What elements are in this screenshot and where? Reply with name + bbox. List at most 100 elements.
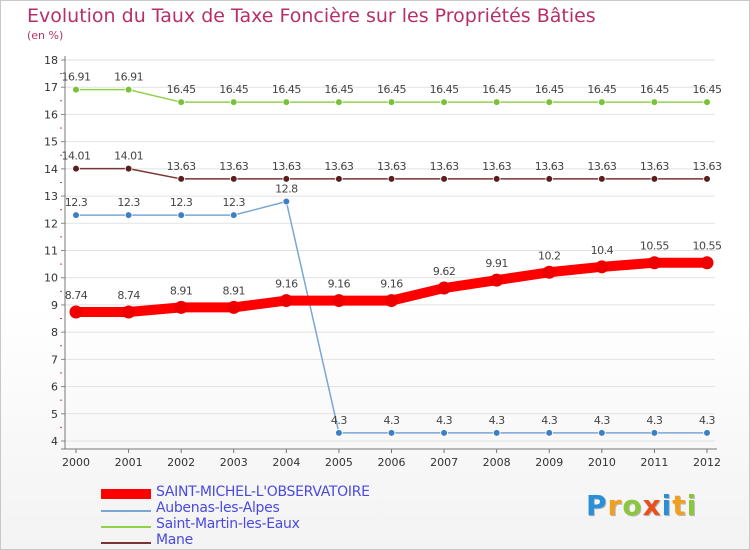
series-point-saint-michel-l-observatoire [700,256,714,270]
y-tick-label-14: 14 [44,163,58,176]
data-label-saint-michel-l-observatoire: 8.91 [170,284,193,297]
proxiti-logo: Proxiti [586,489,697,522]
data-label-mane: 13.63 [640,160,669,173]
series-point-saint-michel-l-observatoire [647,256,661,270]
series-point-saint-michel-l-observatoire [122,305,136,319]
data-label-aubenas-les-alpes: 12.8 [275,183,298,196]
data-label-saint-martin-les-eaux: 16.45 [167,83,196,96]
data-label-saint-martin-les-eaux: 16.45 [535,83,564,96]
series-point-saint-martin-les-eaux [440,98,448,106]
data-label-aubenas-les-alpes: 4.3 [646,414,662,427]
y-tick-label-18: 18 [44,54,58,67]
y-tick-label-5: 5 [51,408,58,421]
series-point-mane [650,175,659,183]
series-point-saint-martin-les-eaux [72,85,80,94]
data-label-mane: 13.63 [693,160,722,173]
data-label-saint-michel-l-observatoire: 9.62 [433,265,456,278]
x-tick-label-2003: 2003 [220,456,248,469]
y-tick-label-8: 8 [51,326,58,339]
data-label-mane: 13.63 [324,160,353,173]
data-label-saint-michel-l-observatoire: 8.91 [223,284,246,297]
series-point-saint-martin-les-eaux [387,98,396,106]
logo-letter: i [661,489,673,522]
series-point-saint-michel-l-observatoire [174,300,188,314]
series-point-mane [177,175,185,183]
data-label-mane: 13.63 [219,160,248,173]
data-label-mane: 14.01 [62,150,91,163]
data-label-mane: 13.63 [587,160,616,173]
y-axis-unit: (en %) [27,29,64,42]
series-point-saint-michel-l-observatoire [595,260,609,274]
legend-label-aubenas: Aubenas-les-Alpes [156,500,280,516]
series-point-saint-martin-les-eaux [335,98,343,106]
data-label-saint-michel-l-observatoire: 8.74 [65,289,88,302]
data-label-saint-martin-les-eaux: 16.45 [482,83,511,96]
series-point-saint-michel-l-observatoire [437,281,451,295]
y-tick-label-4: 4 [51,435,58,448]
data-label-saint-martin-les-eaux: 16.45 [640,83,669,96]
series-point-saint-martin-les-eaux [492,98,501,106]
x-tick-label-2006: 2006 [378,456,406,469]
series-point-saint-michel-l-observatoire [385,294,398,308]
y-tick-label-12: 12 [44,217,58,230]
series-point-mane [282,175,291,183]
data-label-aubenas-les-alpes: 4.3 [541,414,557,427]
logo-letter: P [586,489,608,522]
data-label-aubenas-les-alpes: 12.3 [117,196,140,209]
data-label-aubenas-les-alpes: 4.3 [331,414,347,427]
x-tick-label-2004: 2004 [272,456,300,469]
y-tick-label-7: 7 [51,353,58,366]
y-tick-label-9: 9 [51,299,58,312]
series-point-aubenas-les-alpes [72,211,80,219]
series-point-aubenas-les-alpes [177,211,185,219]
series-point-mane [387,175,396,183]
series-point-saint-martin-les-eaux [229,98,238,106]
data-label-aubenas-les-alpes: 12.3 [223,196,246,209]
x-tick-label-2011: 2011 [640,456,668,469]
y-tick-label-11: 11 [44,245,58,258]
series-point-saint-martin-les-eaux [598,98,606,106]
legend-label-saint-michel: SAINT-MICHEL-L'OBSERVATOIRE [156,484,370,500]
data-label-mane: 13.63 [272,160,301,173]
series-point-aubenas-les-alpes [492,429,501,437]
data-label-mane: 13.63 [535,160,564,173]
logo-letter: o [622,489,643,522]
data-label-mane: 13.63 [167,160,196,173]
y-tick-label-13: 13 [44,190,58,203]
series-point-mane [335,175,343,183]
y-tick-label-16: 16 [44,108,58,121]
series-point-aubenas-les-alpes [650,429,659,437]
series-point-mane [703,175,711,183]
series-point-mane [229,175,238,183]
data-label-saint-michel-l-observatoire: 10.55 [693,240,722,253]
data-label-aubenas-les-alpes: 12.3 [170,196,193,209]
series-point-mane [440,175,448,183]
x-tick-label-2010: 2010 [588,456,616,469]
data-label-saint-martin-les-eaux: 16.45 [587,83,616,96]
series-point-saint-martin-les-eaux [650,98,659,106]
series-point-saint-martin-les-eaux [177,98,185,106]
data-label-saint-martin-les-eaux: 16.91 [114,71,143,84]
data-label-aubenas-les-alpes: 4.3 [384,414,400,427]
series-point-aubenas-les-alpes [440,429,448,437]
data-label-mane: 14.01 [114,150,143,163]
data-label-mane: 13.63 [482,160,511,173]
y-tick-label-15: 15 [44,136,58,149]
x-tick-label-2002: 2002 [167,456,195,469]
data-label-saint-michel-l-observatoire: 8.74 [117,289,140,302]
data-label-saint-michel-l-observatoire: 9.91 [485,257,508,270]
data-label-saint-michel-l-observatoire: 10.4 [591,244,614,257]
data-label-saint-michel-l-observatoire: 9.16 [380,278,403,291]
x-tick-label-2000: 2000 [62,456,90,469]
x-tick-label-2005: 2005 [325,456,353,469]
data-label-aubenas-les-alpes: 4.3 [436,414,452,427]
series-point-mane [72,164,80,173]
data-label-saint-martin-les-eaux: 16.45 [272,83,301,96]
series-point-mane [598,175,606,183]
data-label-saint-martin-les-eaux: 16.45 [693,83,722,96]
data-label-saint-martin-les-eaux: 16.45 [377,83,406,96]
logo-letter: x [642,489,662,522]
y-tick-label-6: 6 [51,381,58,394]
